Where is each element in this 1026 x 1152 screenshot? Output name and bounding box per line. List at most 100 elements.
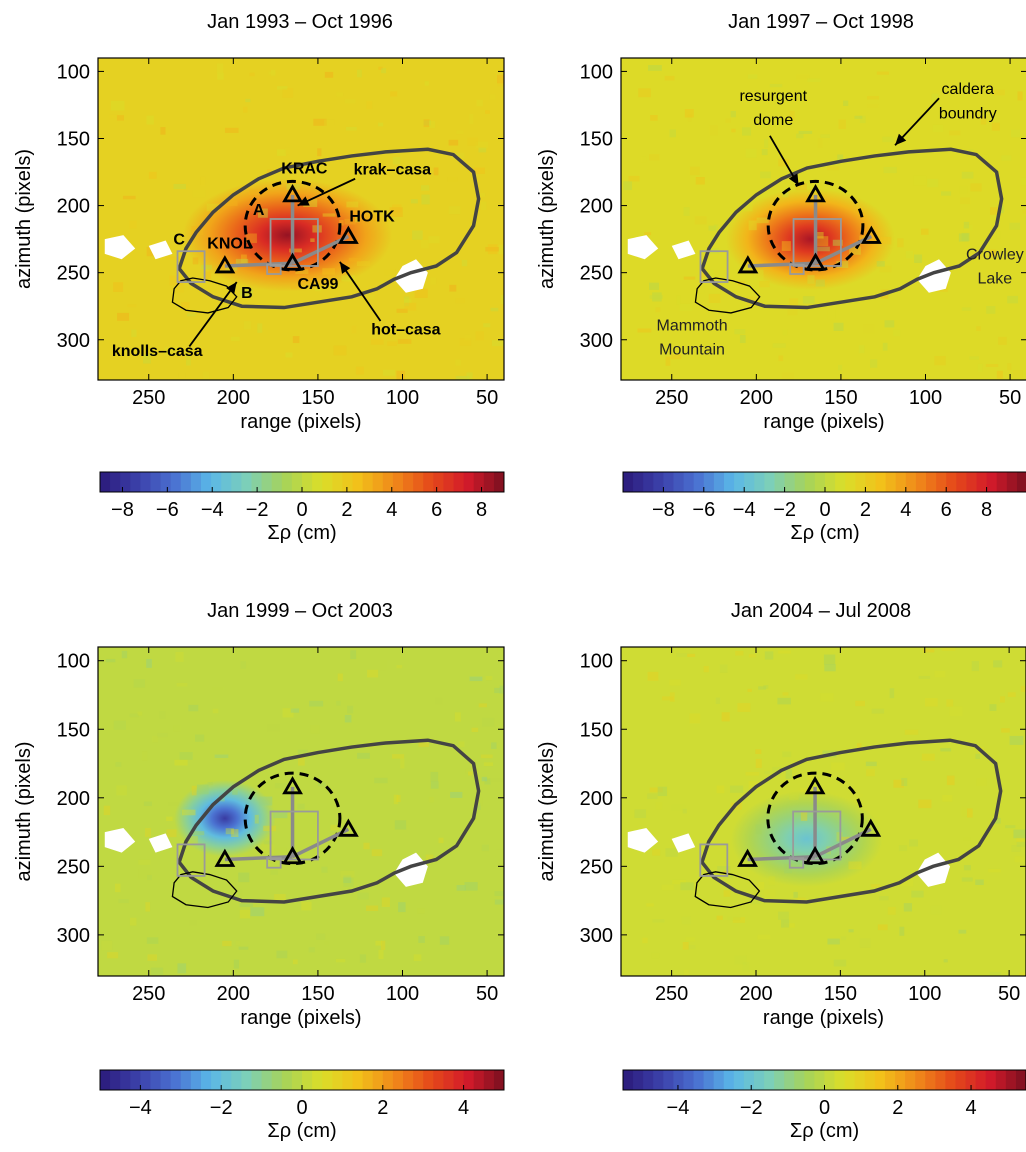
- speckle: [347, 705, 354, 714]
- colorbar-swatch: [332, 1070, 343, 1090]
- colorbar-swatch: [835, 472, 846, 492]
- speckle: [778, 355, 784, 362]
- speckle: [748, 654, 756, 658]
- speckle: [1009, 222, 1021, 230]
- panel-title: Jan 1997 – Oct 1998: [728, 11, 914, 33]
- speckle: [502, 956, 504, 965]
- colorbar-swatch: [120, 1070, 131, 1090]
- speckle: [439, 936, 450, 945]
- annotation-label: Mountain: [659, 342, 725, 359]
- speckle: [485, 246, 499, 252]
- speckle: [991, 122, 1000, 131]
- speckle: [905, 251, 914, 259]
- colorbar-swatch: [201, 472, 212, 492]
- station-marker-krac: [805, 184, 826, 203]
- speckle: [277, 86, 288, 90]
- speckle: [404, 298, 412, 303]
- speckle: [146, 874, 153, 881]
- speckle: [230, 889, 243, 897]
- speckle: [961, 307, 972, 311]
- speckle: [1022, 210, 1026, 214]
- colorbar: −4 −2 0 2 4 Σρ (cm): [99, 1069, 505, 1142]
- speckle: [292, 959, 298, 965]
- y-tick-label: 200: [580, 788, 613, 810]
- no-data-patch: [148, 833, 173, 853]
- speckle: [113, 282, 124, 292]
- speckle: [270, 870, 278, 875]
- analysis-box-1: [792, 218, 842, 267]
- speckle: [855, 700, 866, 707]
- y-tick-label: 200: [580, 196, 613, 218]
- speckle: [988, 868, 1001, 873]
- speckle: [222, 940, 232, 947]
- speckle: [191, 785, 197, 796]
- speckle: [781, 919, 790, 928]
- speckle: [930, 905, 942, 915]
- speckle: [708, 225, 717, 231]
- speckle: [418, 936, 425, 943]
- speckle: [796, 897, 806, 902]
- speckle: [968, 149, 974, 153]
- speckle: [116, 115, 124, 121]
- speckle: [371, 215, 380, 222]
- speckle: [118, 898, 129, 904]
- colorbar-tick-label: −8: [652, 499, 675, 521]
- arrow-head: [895, 133, 907, 146]
- speckle: [157, 732, 168, 738]
- colorbar-swatch: [723, 1070, 735, 1090]
- speckle: [483, 762, 494, 767]
- speckle: [428, 236, 440, 244]
- station-marker-hotk: [860, 818, 882, 837]
- speckle: [975, 879, 984, 886]
- no-data-patch: [671, 240, 696, 260]
- colorbar-swatch: [824, 1070, 836, 1090]
- speckle: [764, 770, 771, 774]
- colorbar-tick-label: 4: [900, 499, 911, 521]
- colorbar-tick-label: 0: [819, 499, 830, 521]
- colorbar-swatch: [281, 1070, 293, 1090]
- speckle: [455, 375, 470, 380]
- speckle: [356, 69, 362, 78]
- speckle: [292, 336, 300, 344]
- speckle: [187, 313, 196, 317]
- speckle: [343, 875, 352, 884]
- speckle: [918, 799, 932, 809]
- speckle: [355, 366, 364, 375]
- speckle: [238, 872, 250, 883]
- speckle: [876, 71, 889, 75]
- resurgent-dome: [766, 771, 864, 866]
- speckle: [709, 125, 718, 136]
- colorbar-swatch: [463, 472, 475, 492]
- speckle: [398, 902, 406, 913]
- speckle: [481, 844, 490, 852]
- annotation-label: A: [253, 202, 265, 219]
- speckle: [960, 197, 971, 205]
- speckle: [758, 686, 767, 690]
- speckle: [996, 231, 1001, 239]
- speckle: [725, 118, 731, 123]
- arrow-head: [226, 282, 237, 294]
- speckle: [404, 296, 410, 307]
- speckle: [796, 74, 810, 80]
- speckle: [901, 777, 908, 787]
- speckle: [201, 264, 212, 270]
- x-tick-label: 200: [217, 387, 250, 409]
- colorbar-swatch: [925, 1070, 936, 1090]
- speckle: [324, 941, 329, 946]
- colorbar-swatch: [160, 1070, 172, 1090]
- speckle: [990, 207, 1001, 215]
- speckle: [420, 185, 430, 191]
- colorbar-swatch: [986, 472, 998, 492]
- annotation-label: Lake: [978, 270, 1013, 287]
- colorbar-swatch: [453, 1070, 465, 1090]
- y-tick-label: 150: [580, 719, 613, 741]
- speckle: [384, 268, 396, 276]
- speckle: [397, 338, 412, 344]
- speckle: [268, 71, 276, 75]
- speckle: [999, 696, 1005, 703]
- speckle: [816, 236, 829, 247]
- speckle: [454, 712, 461, 722]
- colorbar-tick-label: −6: [692, 499, 715, 521]
- colorbar-swatch: [150, 1070, 162, 1090]
- x-tick-label: 100: [386, 983, 419, 1005]
